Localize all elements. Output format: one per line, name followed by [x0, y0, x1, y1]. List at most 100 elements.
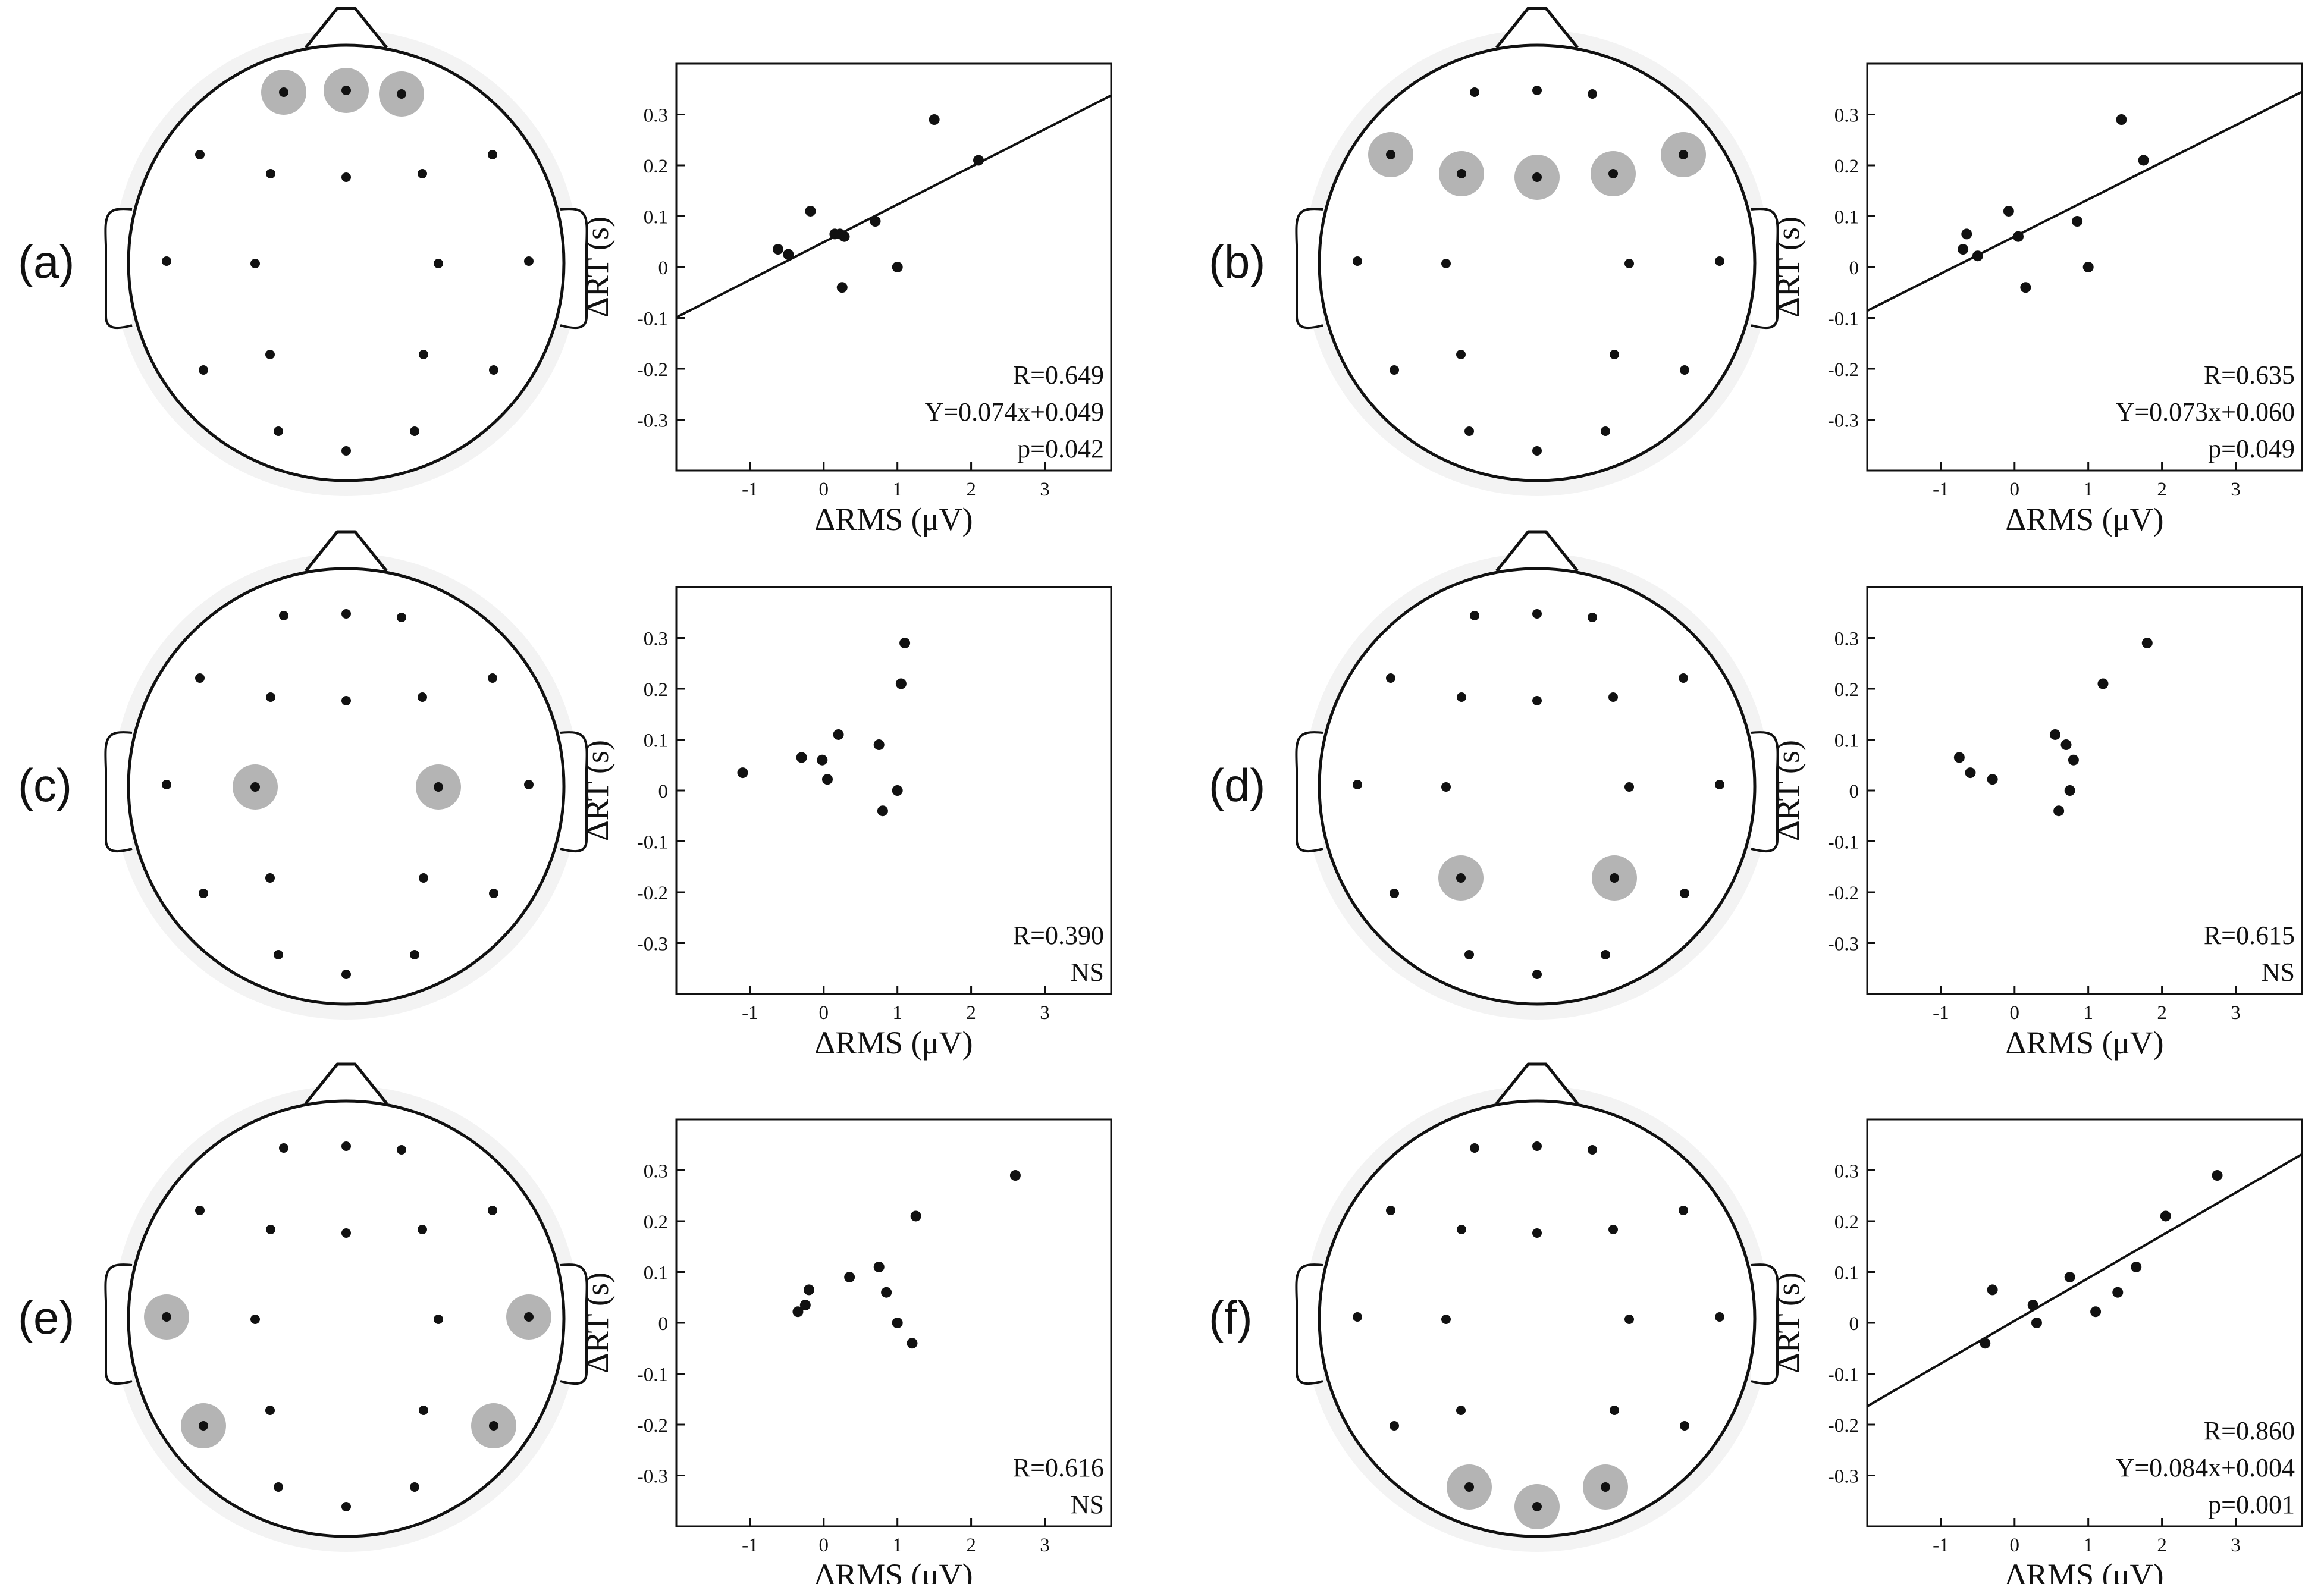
electrode-P4	[1610, 873, 1619, 883]
electrode-T4	[1715, 1312, 1724, 1322]
electrode-P4	[419, 1406, 428, 1415]
y-tick-label: 0.3	[1834, 1161, 1859, 1182]
data-point	[2064, 1272, 2075, 1283]
data-point	[2112, 1287, 2124, 1298]
data-point	[910, 1210, 921, 1222]
electrode-T4	[524, 256, 534, 266]
electrode-Fpz	[341, 1141, 351, 1151]
y-tick-label: 0.2	[1834, 679, 1859, 701]
electrode-T5	[1390, 889, 1399, 898]
y-tick-label: -0.2	[1828, 883, 1859, 904]
y-axis-label: ΔRT (s)	[1770, 740, 1806, 841]
electrode-F4	[1608, 692, 1618, 702]
data-point	[2068, 754, 2079, 766]
electrode-T5	[199, 1421, 208, 1431]
electrode-T6	[1680, 889, 1689, 898]
x-tick-label: 1	[2083, 1535, 2093, 1556]
data-point	[892, 262, 903, 272]
x-tick-label: 2	[2157, 1535, 2167, 1556]
stat-text: Y=0.073x+0.060	[2116, 397, 2295, 426]
y-tick-label: -0.1	[637, 309, 668, 330]
electrode-C4	[434, 1315, 443, 1324]
x-tick-label: 2	[966, 1535, 976, 1556]
nose-icon	[1495, 530, 1579, 572]
head-outline	[1318, 43, 1757, 482]
electrode-T5	[1390, 365, 1399, 375]
electrode-Oz	[1532, 970, 1542, 979]
electrode-Fpz	[341, 86, 351, 95]
x-tick-label: 1	[892, 1002, 902, 1024]
data-point	[2138, 155, 2149, 166]
electrode-F4	[1608, 1225, 1618, 1234]
electrode-T4	[524, 780, 534, 789]
regression-line	[676, 94, 1112, 319]
nose-icon	[305, 530, 388, 572]
electrode-O1	[274, 950, 283, 959]
y-tick-label: 0.1	[1834, 730, 1859, 752]
x-tick-label: 3	[1040, 479, 1050, 500]
y-tick-label: 0.1	[644, 730, 668, 752]
electrode-C4	[434, 259, 443, 268]
x-tick-label: 2	[2157, 479, 2167, 500]
electrode-O2	[410, 950, 419, 959]
data-point	[1961, 228, 1972, 240]
y-tick-label: 0	[658, 258, 669, 279]
data-point	[805, 205, 816, 217]
electrode-Fp2	[397, 1145, 406, 1155]
x-tick-label: 1	[892, 479, 902, 500]
electrode-Fp1	[1470, 611, 1479, 620]
electrode-C4	[1624, 782, 1634, 792]
electrode-Fp2	[397, 613, 406, 622]
data-point	[2141, 638, 2153, 649]
electrode-F8	[1679, 1206, 1688, 1215]
y-tick-label: -0.3	[1828, 934, 1859, 955]
data-point	[2082, 262, 2094, 272]
electrode-F3	[1457, 692, 1466, 702]
y-tick-label: -0.1	[1828, 832, 1859, 854]
x-tick-label: -1	[742, 1535, 758, 1556]
y-axis-label: ΔRT (s)	[579, 740, 615, 841]
panel-label: (d)	[1209, 759, 1265, 811]
electrode-Fz	[1532, 1228, 1542, 1238]
left-ear-icon	[104, 1263, 133, 1385]
nose-icon	[305, 7, 388, 49]
data-point	[2212, 1170, 2223, 1181]
electrode-Fpz	[1532, 1141, 1542, 1151]
electrode-P3	[1456, 350, 1466, 359]
x-tick-label: 3	[1040, 1002, 1050, 1024]
data-point	[792, 1306, 804, 1318]
y-tick-label: -0.3	[1828, 1466, 1859, 1488]
electrode-C4	[434, 782, 443, 792]
y-tick-label: -0.1	[637, 832, 668, 854]
data-point	[844, 1272, 855, 1283]
panel-label: (e)	[18, 1291, 74, 1344]
electrode-Oz	[1532, 446, 1542, 456]
electrode-Fp2	[1588, 89, 1597, 99]
data-point	[821, 774, 833, 785]
data-point	[2027, 1300, 2038, 1311]
electrode-P4	[1610, 1406, 1619, 1415]
stat-text: NS	[2262, 958, 2295, 987]
data-point	[783, 249, 794, 260]
data-point	[817, 754, 828, 766]
data-point	[1980, 1338, 1991, 1349]
electrode-F4	[418, 169, 427, 178]
data-point	[833, 729, 844, 740]
x-tick-label: 0	[2010, 479, 2020, 500]
y-tick-label: -0.2	[637, 359, 668, 381]
data-point	[1958, 244, 1969, 255]
electrode-Fz	[341, 1228, 351, 1238]
electrode-F7	[195, 1206, 205, 1215]
electrode-O2	[1601, 1482, 1610, 1492]
y-tick-label: -0.2	[1828, 359, 1859, 381]
data-point	[839, 231, 850, 242]
electrode-F7	[1386, 150, 1395, 159]
x-tick-label: -1	[742, 1002, 758, 1024]
electrode-F4	[1608, 169, 1618, 178]
plot-frame	[1866, 1118, 2303, 1527]
x-tick-label: 0	[2010, 1002, 2020, 1024]
electrode-Fp1	[279, 1143, 288, 1153]
electrode-C3	[250, 782, 260, 792]
data-point	[1972, 250, 1983, 262]
electrode-Fpz	[1532, 86, 1542, 95]
